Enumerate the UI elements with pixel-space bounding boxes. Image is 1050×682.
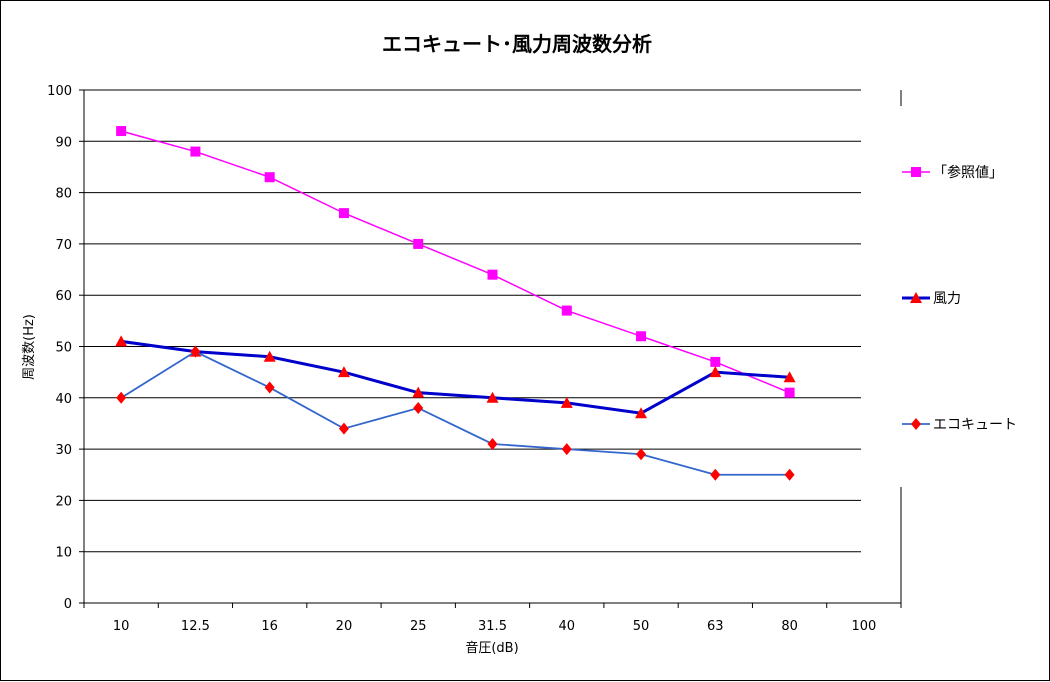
data-point — [487, 269, 498, 280]
y-tick-label: 50 — [55, 341, 72, 356]
data-point — [115, 335, 128, 347]
legend-label: エコキュート — [933, 417, 1017, 433]
x-tick-label: 40 — [558, 619, 575, 634]
x-axis-label: 音圧(dB) — [465, 640, 518, 656]
data-point — [486, 391, 499, 403]
data-point — [337, 366, 350, 378]
y-tick-label: 10 — [55, 546, 72, 561]
y-tick-label: 100 — [47, 84, 72, 99]
data-point — [190, 146, 201, 157]
y-tick-label: 70 — [55, 238, 72, 253]
plot-area: 0 10 20 30 40 50 60 70 80 90 100 10 12.5 16 20 25 31.5 40… — [47, 84, 902, 634]
data-point — [784, 468, 795, 481]
y-tick-label: 20 — [55, 494, 72, 509]
y-tick-label: 0 — [64, 597, 72, 612]
data-point — [116, 126, 127, 137]
legend-marker — [911, 167, 921, 177]
chart-title: エコキュート･風力周波数分析 — [382, 32, 652, 56]
y-tick-label: 60 — [55, 289, 72, 304]
series-line — [120, 130, 790, 394]
data-point — [263, 350, 276, 362]
y-tick-label: 90 — [55, 135, 72, 150]
data-point — [561, 443, 572, 456]
y-tick-label: 80 — [55, 187, 72, 202]
legend-label: 風力 — [933, 291, 961, 307]
data-point — [338, 208, 349, 219]
data-point — [561, 305, 572, 316]
data-point — [710, 468, 721, 481]
x-tick-label: 10 — [113, 619, 130, 634]
data-point — [264, 381, 275, 394]
data-point — [636, 448, 647, 461]
x-tick-label: 16 — [261, 619, 278, 634]
y-tick-label: 40 — [55, 392, 72, 407]
data-point — [710, 356, 721, 367]
data-point — [487, 437, 498, 450]
data-point — [116, 391, 127, 404]
x-tick-label: 50 — [633, 619, 650, 634]
data-point — [412, 386, 425, 398]
data-point — [560, 396, 573, 408]
x-tick-label: 12.5 — [181, 619, 210, 634]
x-tick-label: 25 — [410, 619, 427, 634]
data-point — [264, 172, 275, 183]
data-point — [636, 331, 647, 342]
legend-marker — [910, 292, 922, 303]
data-point — [635, 407, 648, 419]
x-tick-label: 100 — [851, 619, 876, 634]
x-tick-label: 20 — [336, 619, 353, 634]
data-point — [784, 387, 795, 398]
data-point — [413, 238, 424, 249]
data-point — [190, 345, 201, 358]
x-tick-label: 63 — [707, 619, 724, 634]
series-line — [120, 350, 790, 476]
y-tick-label: 30 — [55, 443, 72, 458]
data-point — [413, 402, 424, 415]
legend-marker — [911, 418, 921, 430]
series-line — [120, 339, 790, 415]
x-tick-label: 31.5 — [478, 619, 507, 634]
data-point — [709, 366, 722, 378]
x-tick-label: 80 — [781, 619, 798, 634]
data-point — [338, 422, 349, 435]
legend-label: 「参照値」 — [933, 164, 1003, 181]
data-point — [783, 371, 796, 383]
y-axis-label: 周波数(Hz) — [22, 314, 37, 380]
